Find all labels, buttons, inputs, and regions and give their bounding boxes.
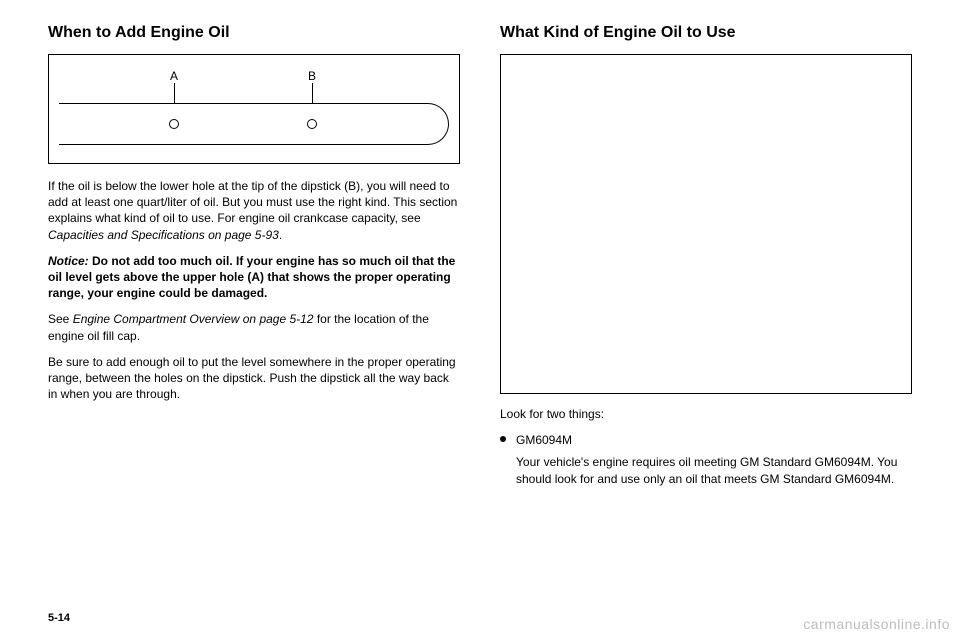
bullet-body: Your vehicle's engine requires oil meeti…: [516, 454, 912, 486]
notice-label: Notice:: [48, 254, 89, 268]
figure-label-a: A: [170, 69, 178, 83]
bullet-dot-icon: [500, 436, 506, 442]
p1-italic: Capacities and Specifications on page 5-…: [48, 228, 279, 242]
dipstick-figure: A B: [48, 54, 460, 164]
bullet-item: GM6094M Your vehicle's engine requires o…: [500, 432, 912, 487]
p1-post: .: [279, 228, 282, 242]
dipstick-hole-b: [307, 119, 317, 129]
p3-pre: See: [48, 312, 73, 326]
bullet-content: GM6094M Your vehicle's engine requires o…: [516, 432, 912, 487]
watermark-text: carmanualsonline.info: [803, 616, 950, 632]
p1-pre: If the oil is below the lower hole at th…: [48, 179, 457, 225]
look-for-intro: Look for two things:: [500, 406, 912, 422]
dipstick-hole-a: [169, 119, 179, 129]
notice-paragraph: Notice: Do not add too much oil. If your…: [48, 253, 460, 302]
figure-label-b: B: [308, 69, 316, 83]
dipstick-outline: [59, 103, 449, 145]
right-column: What Kind of Engine Oil to Use Look for …: [500, 24, 912, 616]
paragraph-4: Be sure to add enough oil to put the lev…: [48, 354, 460, 403]
oil-spec-figure: [500, 54, 912, 394]
bullet-title: GM6094M: [516, 432, 912, 448]
paragraph-1: If the oil is below the lower hole at th…: [48, 178, 460, 243]
heading-when-to-add: When to Add Engine Oil: [48, 24, 460, 42]
left-column: When to Add Engine Oil A B If the oil is…: [48, 24, 460, 616]
paragraph-3: See Engine Compartment Overview on page …: [48, 311, 460, 343]
p3-italic: Engine Compartment Overview on page 5-12: [73, 312, 314, 326]
heading-what-kind: What Kind of Engine Oil to Use: [500, 24, 912, 42]
page-number: 5-14: [48, 612, 70, 624]
notice-text: Do not add too much oil. If your engine …: [48, 254, 455, 300]
